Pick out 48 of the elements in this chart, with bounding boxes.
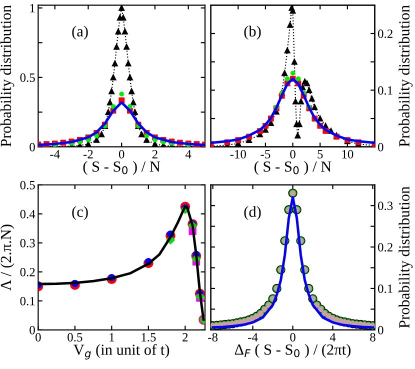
x-tick-label: -8: [208, 333, 218, 342]
x-tick-label: 1: [110, 333, 114, 342]
annotation: (c): [72, 206, 88, 220]
x-tick-label: 8: [370, 333, 376, 342]
x-tick-label: -4: [248, 333, 258, 342]
y-tick-label: 0.5: [20, 73, 35, 82]
y2-axis-title: Probability distribution: [398, 5, 413, 147]
y-tick-label: 0.1: [20, 296, 35, 306]
y2-tick-label: 0.2: [378, 30, 392, 38]
x-tick-label: -4: [50, 150, 60, 158]
annotation: (d): [244, 206, 261, 220]
x-tick-label: 10: [342, 150, 354, 158]
x-tick-label: 4: [330, 333, 336, 342]
y-axis-title: Λ / (2.π.N): [0, 224, 14, 291]
y-tick-label: 0.2: [20, 268, 35, 276]
y2-tick-label: 0.1: [378, 86, 392, 95]
y-tick-label: 0: [30, 142, 35, 152]
y-tick-label: 1: [30, 4, 35, 12]
x-axis-title: ( S - S$_{0}$ ) / N: [83, 160, 160, 175]
y-tick-label: 0.3: [20, 238, 35, 248]
x-tick-label: -5: [260, 150, 270, 158]
annotation: (a): [72, 26, 88, 40]
y-tick-label: 0.4: [20, 210, 36, 218]
x-tick-label: 4: [185, 150, 192, 158]
x-tick-label: 5: [318, 150, 323, 158]
x-tick-label: -10: [230, 150, 246, 158]
x-tick-label: 2: [182, 333, 188, 342]
x-tick-label: -2: [83, 150, 93, 158]
x-axis-title: V$_{g}$ (in unit of t): [73, 344, 170, 360]
x-axis-title: ( S - S$_{0}$ ) / N: [254, 160, 332, 175]
x-tick-label: 0.5: [68, 333, 82, 342]
y2-tick-label: 0.1: [378, 284, 392, 293]
y-axis-title: Probability distribution: [0, 5, 14, 147]
y2-axis-title: Probability distribution: [398, 186, 413, 328]
y-tick-label: 0: [30, 326, 35, 334]
y2-tick-label: 0: [378, 142, 384, 152]
y2-tick-label: 0: [378, 326, 384, 334]
x-tick-label: 0: [290, 150, 296, 158]
annotation: (b): [244, 26, 261, 40]
y2-tick-label: 0.2: [378, 243, 392, 252]
x-tick-label: 0: [290, 333, 296, 342]
y-tick-label: 0.5: [20, 180, 35, 190]
x-tick-label: 0: [118, 150, 124, 158]
x-tick-label: 2: [152, 150, 158, 158]
y2-tick-label: 0.3: [378, 202, 393, 210]
x-tick-label: 1.5: [142, 333, 156, 342]
x-axis-title: Δ$_{F}$ ( S - S$_{0}$ ) / (2πt): [234, 344, 351, 358]
x-tick-label: 0: [36, 333, 41, 342]
